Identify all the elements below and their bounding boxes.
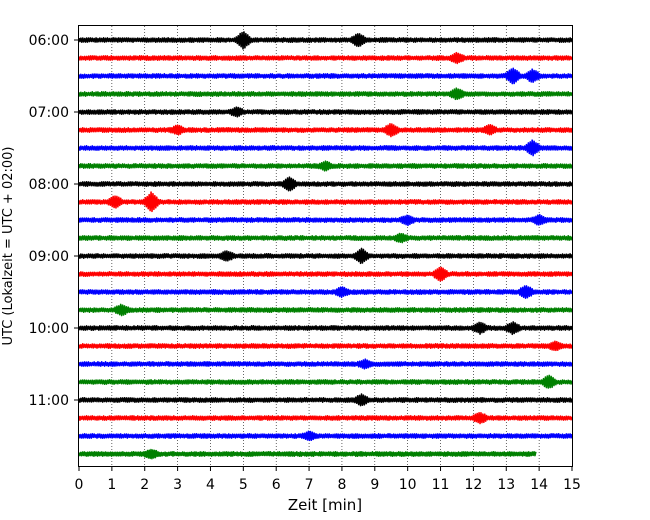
trace-10:30 [78,358,573,370]
trace-09:45 [78,303,573,317]
trace-08:30 [78,213,573,227]
trace-06:45 [78,87,573,101]
x-tick-label-12: 12 [464,477,482,493]
plot-frame [78,25,573,467]
y-axis-label: UTC (Lokalzeit = UTC + 02:00) [1,147,16,346]
trace-08:45 [78,232,573,244]
y-tick-label-10:00: 10:00 [29,321,69,337]
x-tick-label-7: 7 [305,477,314,493]
y-tick-label-08:00: 08:00 [29,177,69,193]
trace-11:45 [78,448,537,460]
x-tick-label-4: 4 [206,477,215,493]
y-tick-label-09:00: 09:00 [29,249,69,265]
trace-10:45 [78,374,573,389]
trace-09:00 [78,247,573,265]
x-tick-label-1: 1 [107,477,116,493]
grid-lines [111,26,540,466]
trace-06:15 [78,51,573,65]
trace-10:00 [78,321,573,336]
x-tick-label-11: 11 [432,477,450,493]
y-tick-label-06:00: 06:00 [29,33,69,49]
x-axis: 0 1 2 3 4 5 6 7 8 9 10 11 12 13 14 15 [75,466,581,493]
x-tick-label-0: 0 [75,477,84,493]
x-tick-label-10: 10 [399,477,417,493]
x-tick-label-5: 5 [239,477,248,493]
trace-11:30 [78,430,573,442]
trace-09:30 [78,285,573,299]
trace-07:45 [78,160,573,172]
x-tick-label-9: 9 [370,477,379,493]
trace-07:30 [78,139,573,157]
x-tick-label-14: 14 [530,477,548,493]
trace-11:00 [78,393,573,407]
trace-08:15 [78,191,573,213]
x-tick-label-6: 6 [272,477,281,493]
y-tick-label-11:00: 11:00 [29,393,69,409]
x-tick-label-8: 8 [337,477,346,493]
trace-07:00 [78,106,573,118]
x-tick-label-13: 13 [497,477,515,493]
trace-10:15 [78,340,573,352]
trace-11:15 [78,411,573,425]
trace-06:30 [78,67,573,85]
x-tick-label-3: 3 [173,477,182,493]
trace-08:00 [78,176,573,192]
x-tick-label-2: 2 [140,477,149,493]
trace-06:00 [78,31,573,50]
y-axis: 06:00 07:00 08:00 09:00 10:00 11:00 [29,33,79,409]
x-tick-label-15: 15 [563,477,581,493]
trace-group [78,31,573,460]
trace-07:15 [78,123,573,138]
x-axis-label: Zeit [min] [288,496,362,514]
y-tick-label-07:00: 07:00 [29,105,69,121]
trace-09:15 [78,266,573,282]
